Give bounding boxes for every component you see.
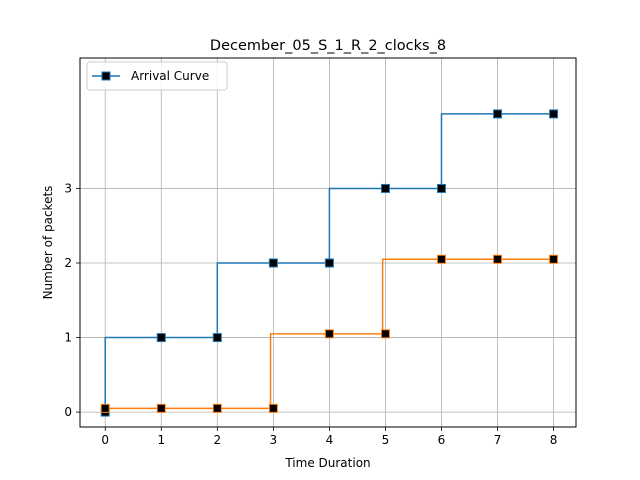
y-tick-label: 3	[64, 181, 72, 195]
x-tick-label: 7	[494, 433, 502, 447]
x-tick-label: 8	[550, 433, 558, 447]
data-point-series-2	[212, 403, 222, 413]
y-axis-label: Number of packets	[41, 186, 55, 300]
data-point-series-1	[324, 258, 334, 268]
x-tick-label: 1	[157, 433, 165, 447]
data-point-series-2	[156, 403, 166, 413]
data-point-series-1	[493, 109, 503, 119]
legend-marker-arrival-curve	[101, 71, 111, 81]
series-layer	[100, 109, 559, 417]
data-point-series-2	[324, 329, 334, 339]
y-tick-label: 1	[64, 331, 72, 345]
data-point-series-2	[100, 403, 110, 413]
legend: Arrival Curve	[86, 61, 228, 91]
x-axis: 0 1 2 3 4 5 6 7 8	[101, 427, 557, 447]
x-tick-label: 4	[326, 433, 334, 447]
x-axis-label: Time Duration	[284, 456, 370, 470]
x-tick-label: 3	[270, 433, 278, 447]
x-tick-label: 0	[101, 433, 109, 447]
data-point-series-1	[156, 333, 166, 343]
data-point-series-2	[268, 403, 278, 413]
x-tick-label: 5	[382, 433, 390, 447]
data-point-series-1	[436, 183, 446, 193]
x-tick-label: 6	[438, 433, 446, 447]
data-point-series-1	[380, 183, 390, 193]
x-tick-label: 2	[213, 433, 221, 447]
y-tick-label: 0	[64, 405, 72, 419]
chart-title: December_05_S_1_R_2_clocks_8	[210, 38, 446, 54]
data-point-series-2	[380, 329, 390, 339]
y-axis: 0 1 2 3	[64, 181, 80, 419]
data-point-series-1	[212, 333, 222, 343]
plot-frame	[79, 57, 577, 428]
data-point-series-2	[436, 254, 446, 264]
data-point-series-2	[493, 254, 503, 264]
legend-box	[86, 61, 228, 91]
data-point-series-2	[549, 254, 559, 264]
data-point-series-1	[549, 109, 559, 119]
y-tick-label: 2	[64, 256, 72, 270]
legend-label-arrival-curve: Arrival Curve	[131, 69, 209, 83]
data-point-series-1	[268, 258, 278, 268]
